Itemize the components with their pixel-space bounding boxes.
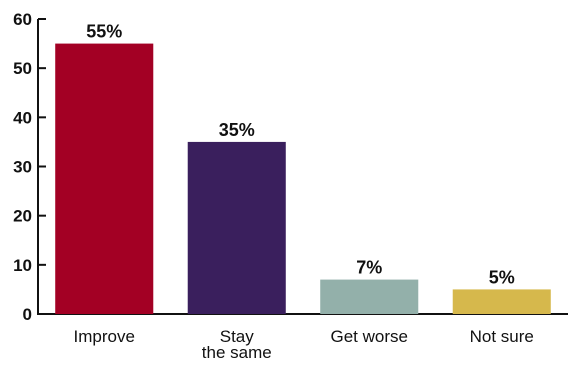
data-labels: 55% 35% 7% 5% [86, 22, 515, 288]
category-labels: Improve Stay the same Get worse Not sure [74, 327, 534, 362]
category-label: Not sure [470, 327, 534, 346]
category-label: Get worse [331, 327, 408, 346]
category-label-line: Get worse [331, 327, 408, 346]
category-label-line: Improve [74, 327, 135, 346]
data-label: 5% [489, 267, 515, 287]
y-tick-label: 60 [13, 10, 32, 29]
data-label: 55% [86, 22, 122, 42]
category-label: Stay the same [202, 327, 272, 362]
category-label-line: Stay [220, 327, 255, 346]
data-label: 35% [219, 120, 255, 140]
category-label-line: Not sure [470, 327, 534, 346]
bar [320, 279, 419, 314]
y-tick-label: 20 [13, 207, 32, 226]
y-tick-label: 10 [13, 256, 32, 275]
y-tick-label: 50 [13, 59, 32, 78]
y-tick-label: 0 [23, 305, 32, 324]
bar [452, 289, 551, 314]
bar [187, 141, 286, 314]
y-tick-label: 40 [13, 108, 32, 127]
category-label-line: the same [202, 343, 272, 362]
category-label: Improve [74, 327, 135, 346]
data-label: 7% [356, 258, 382, 278]
bar [55, 43, 154, 314]
bars [55, 43, 551, 314]
y-tick-label: 30 [13, 158, 32, 177]
